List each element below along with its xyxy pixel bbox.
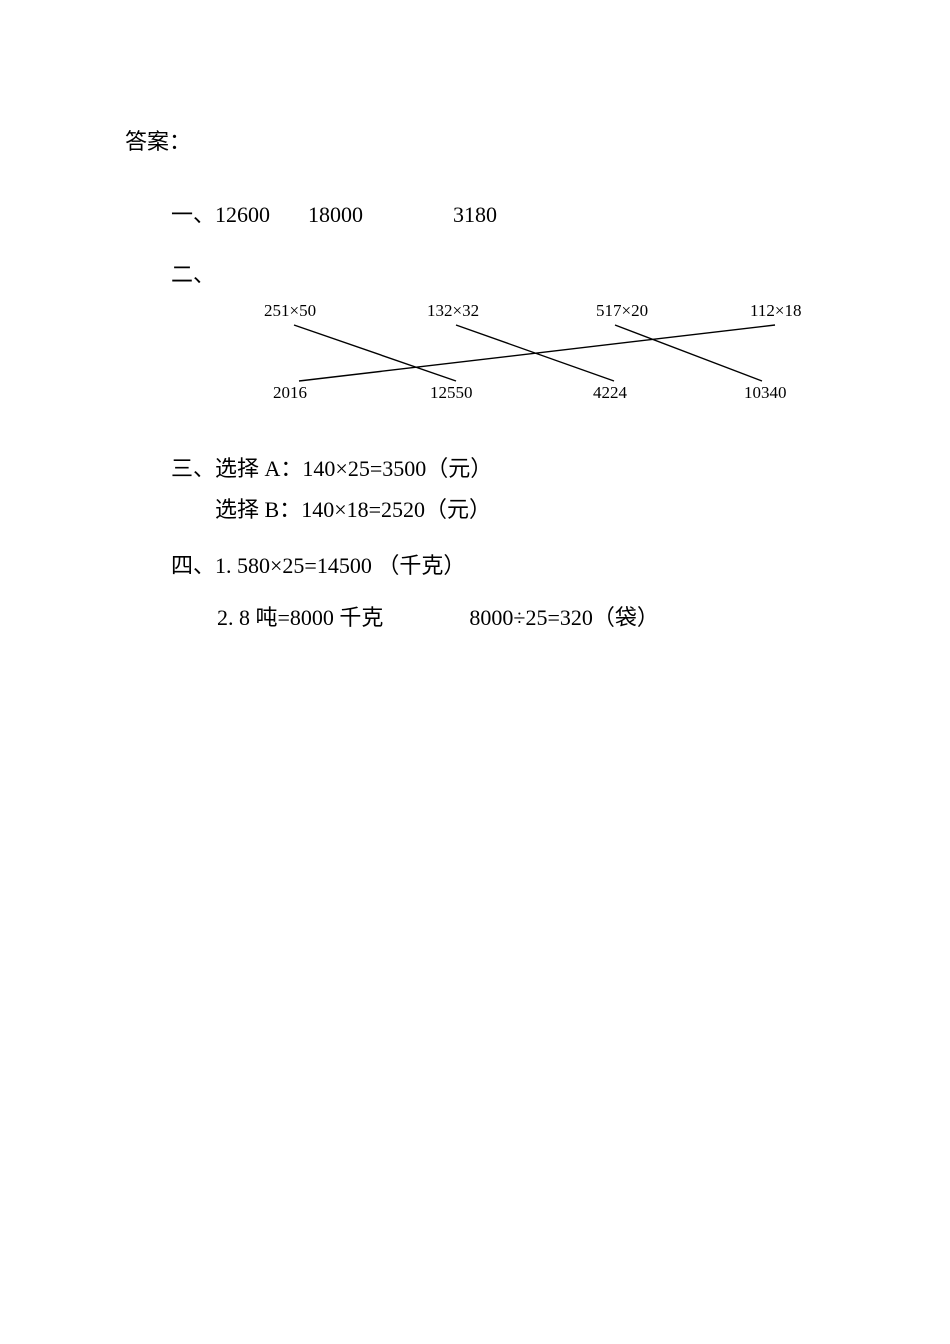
- section-four-label: 四、: [171, 553, 215, 578]
- section-three-a: 三、选择 A：140×25=3500（元）: [171, 448, 870, 490]
- section-three-b: 选择 B：140×18=2520（元）: [215, 489, 870, 531]
- section-one-val-1: 18000: [308, 202, 363, 227]
- section-two-label: 二、: [171, 254, 870, 296]
- section-one-val-0: 12600: [215, 202, 270, 227]
- answer-page: 答案： 一、12600 18000 3180 二、 251×50 132×32 51…: [0, 0, 950, 639]
- choice-a-expr: 140×25=3500（元）: [302, 456, 492, 481]
- answer-title: 答案：: [125, 125, 870, 158]
- four-p1-label: 1.: [215, 553, 232, 578]
- four-p2-b: 8000÷25=320（袋）: [469, 605, 658, 630]
- section-one-label: 一、: [171, 202, 215, 227]
- section-four-1: 四、1. 580×25=14500 （千克）: [171, 545, 870, 587]
- section-one: 一、12600 18000 3180: [171, 194, 870, 236]
- match-bottom-1: 12550: [430, 383, 473, 402]
- match-line-3: [299, 325, 775, 381]
- match-bottom-2: 4224: [593, 383, 628, 402]
- match-bottom-0: 2016: [273, 383, 307, 402]
- choice-a-label: 选择 A：: [215, 456, 302, 481]
- section-one-val-2: 3180: [453, 202, 497, 227]
- section-three-label: 三、: [171, 456, 215, 481]
- choice-b-expr: 140×18=2520（元）: [301, 497, 491, 522]
- matching-svg: 251×50 132×32 517×20 112×18 2016 12550 4…: [195, 298, 835, 413]
- match-top-1: 132×32: [427, 301, 479, 320]
- choice-b-label: 选择 B：: [215, 497, 301, 522]
- four-p2-a: 8 吨=8000 千克: [239, 605, 383, 630]
- matching-diagram: 251×50 132×32 517×20 112×18 2016 12550 4…: [195, 298, 870, 418]
- match-top-0: 251×50: [264, 301, 316, 320]
- match-top-3: 112×18: [750, 301, 801, 320]
- match-bottom-3: 10340: [744, 383, 787, 402]
- match-line-2: [615, 325, 762, 381]
- four-p1-expr: 580×25=14500 （千克）: [237, 553, 465, 578]
- four-p2-label: 2.: [217, 605, 234, 630]
- section-four-2: 2. 8 吨=8000 千克 8000÷25=320（袋）: [171, 597, 870, 639]
- match-top-2: 517×20: [596, 301, 648, 320]
